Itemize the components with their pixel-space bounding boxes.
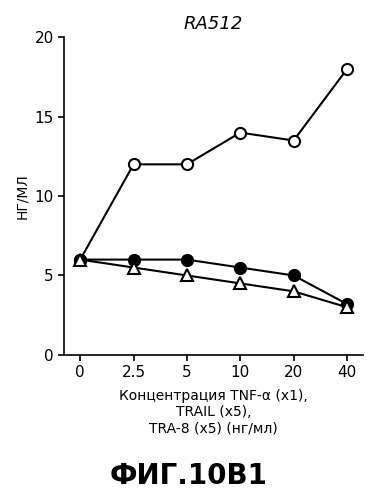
X-axis label: Концентрация TNF-α (х1),
TRAIL (х5),
TRA-8 (х5) (нг/мл): Концентрация TNF-α (х1), TRAIL (х5), TRA… bbox=[119, 388, 308, 435]
Text: ФИГ.10В1: ФИГ.10В1 bbox=[110, 462, 268, 490]
Y-axis label: НГ/МЛ: НГ/МЛ bbox=[15, 173, 29, 219]
Title: RA512: RA512 bbox=[184, 15, 243, 33]
